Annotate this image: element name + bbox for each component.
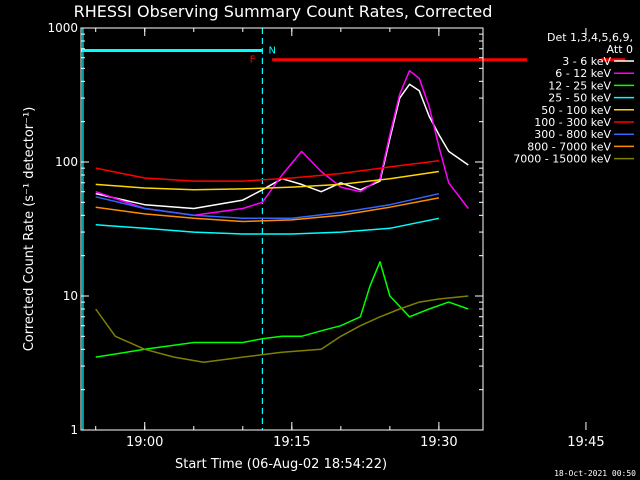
legend-label-3: 25 - 50 keV [548,92,611,105]
y-tick-label: 1 [70,423,78,437]
legend-label-0: 3 - 6 keV [562,55,611,68]
legend-header: Det 1,3,4,5,6,9, [547,31,633,44]
series-line-7 [95,197,440,223]
x-axis-label: Start Time (06-Aug-02 18:54:22) [175,457,387,472]
axis-ticks: 110100100019:0019:1519:3019:4520:0020:15… [47,21,604,450]
y-tick-label: 100 [55,155,78,169]
x-tick-label: 19:45 [567,435,604,450]
y-tick-label: 1000 [47,21,78,35]
legend-label-2: 12 - 25 keV [548,79,611,92]
chart-title: RHESSI Observing Summary Count Rates, Co… [74,2,493,21]
x-tick-label: 19:00 [126,435,163,450]
plot-area: NFS [81,28,626,430]
x-tick-label: 19:15 [273,435,310,450]
series-line-8 [95,295,469,364]
x-tick-label: 19:30 [420,435,457,450]
legend-label-6: 300 - 800 keV [534,128,611,141]
series-line-2 [95,261,469,358]
flag-label-F: F [250,55,256,66]
legend-label-1: 6 - 12 keV [555,67,611,80]
legend-label-7: 800 - 7000 keV [527,140,611,153]
legend-label-5: 100 - 300 keV [534,116,611,129]
flag-label-N: N [268,45,275,56]
legend-label-4: 50 - 100 keV [541,104,611,117]
legend-header: Att 0 [607,43,633,56]
series-line-6 [95,192,440,220]
y-axis-label: Corrected Count Rate (s⁻¹ detector⁻¹) [22,107,37,352]
plot-frame [80,27,484,431]
generation-timestamp: 18-Oct-2021 00:50 [554,469,636,478]
legend-label-8: 7000 - 15000 keV [513,153,611,166]
series-line-1 [95,69,469,217]
series-line-4 [95,170,440,191]
y-tick-label: 10 [63,289,78,303]
series-line-5 [95,160,439,182]
series-line-0 [95,83,469,210]
series-line-3 [95,217,440,235]
